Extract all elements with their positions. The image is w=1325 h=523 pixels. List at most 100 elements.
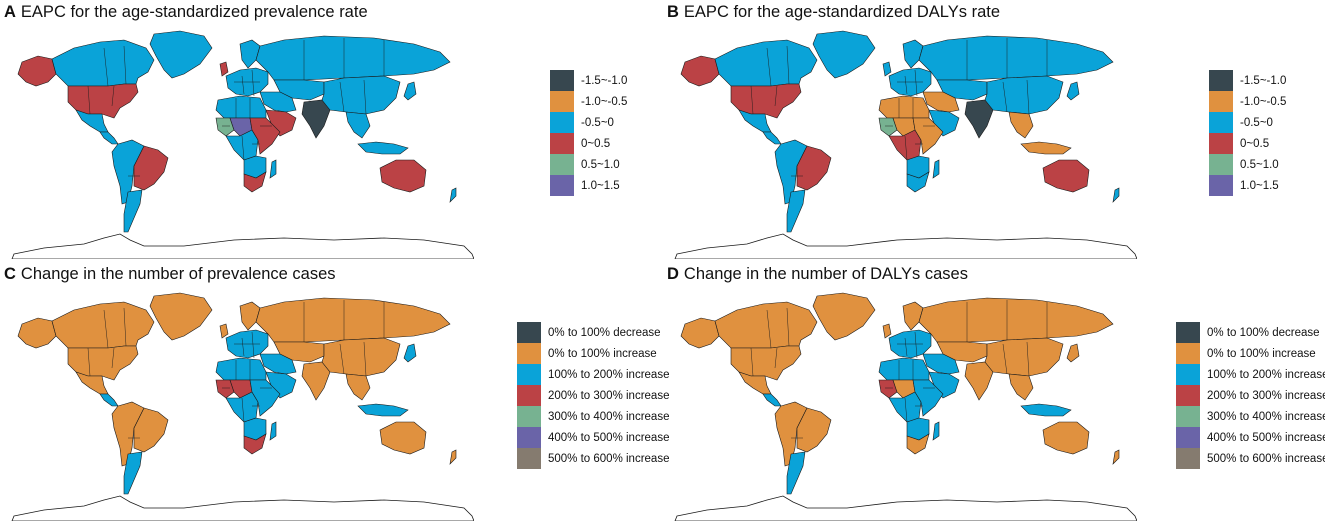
region-china [984,337,1064,377]
panel-b: B EAPC for the age-standardized DALYs rat… [663,0,1325,261]
legend-item: 500% to 600% increase [517,448,669,469]
legend-label: -0.5~0 [581,116,614,129]
region-indonesia [1020,141,1072,155]
legend-swatch [1209,154,1233,175]
legend-label: 0% to 100% increase [1207,347,1316,360]
legend-item: 500% to 600% increase [1176,448,1325,469]
region-indonesia [357,403,409,417]
legend-label: -1.0~-0.5 [1240,95,1287,108]
legend-swatch [1176,427,1200,448]
legend-label: 0% to 100% increase [548,347,657,360]
region-greenland [149,292,213,341]
region-india [964,99,994,139]
region-middle-east [259,91,297,113]
region-southern-cone [123,451,143,495]
legend-label: 500% to 600% increase [1207,452,1325,465]
legend-label: -1.5~-1.0 [1240,74,1287,87]
region-north-africa [215,357,267,381]
region-scandinavia [239,301,261,331]
region-central-africa [888,391,922,423]
region-central-africa [225,129,259,161]
legend-swatch [517,448,541,469]
region-greenland [812,292,876,341]
legend-swatch [550,133,574,154]
legend-swatch [1209,175,1233,196]
legend-label: -0.5~0 [1240,116,1273,129]
region-australia [1042,159,1090,193]
legend-label: 400% to 500% increase [1207,431,1325,444]
legend-item: 0.5~1.0 [1209,154,1286,175]
legend: -1.5~-1.0 -1.0~-0.5 -0.5~0 0~0.5 0.5~1.0 1.0~… [550,70,627,196]
region-central-america [762,131,782,145]
legend-swatch [517,364,541,385]
panel-letter: A [4,3,16,21]
legend-item: 0% to 100% increase [517,343,669,364]
legend-swatch [1209,112,1233,133]
legend: 0% to 100% decrease 0% to 100% increase 10… [1176,322,1325,469]
region-scandinavia [902,39,924,69]
legend: -1.5~-1.0 -1.0~-0.5 -0.5~0 0~0.5 0.5~1.0 1.0~… [1209,70,1286,196]
legend-label: 100% to 200% increase [1207,368,1325,381]
region-south-africa [906,433,930,455]
region-greenland [149,30,213,79]
region-madagascar [932,159,940,179]
region-australia [379,159,427,193]
region-central-africa [888,129,922,161]
region-madagascar [269,421,277,441]
region-central-america [99,131,119,145]
region-china [321,75,401,115]
panel-title-text: EAPC for the age-standardized DALYs rate [683,3,1001,21]
region-china [321,337,401,377]
legend-swatch [1176,322,1200,343]
region-new-zealand [1112,449,1120,465]
region-south-africa [243,433,267,455]
legend-item: -1.0~-0.5 [550,91,627,112]
panel-letter: B [667,3,679,21]
legend-item: 200% to 300% increase [1176,385,1325,406]
world-map [11,30,474,259]
panel-title-text: EAPC for the age-standardized prevalence… [20,3,368,21]
region-se-asia [345,111,371,139]
region-antarctica [674,495,1137,521]
region-indonesia [1020,403,1072,417]
legend-label: 0% to 100% decrease [1207,326,1320,339]
region-japan [1066,343,1080,363]
legend-swatch [1176,448,1200,469]
region-north-africa [878,357,930,381]
legend-swatch [1209,91,1233,112]
country-borders [87,300,385,439]
panel-title-text: Change in the number of DALYs cases [683,265,968,283]
region-madagascar [932,421,940,441]
legend-swatch [1176,406,1200,427]
region-north-africa [215,95,267,119]
panel-title: D Change in the number of DALYs cases [667,265,968,284]
legend-swatch [1176,385,1200,406]
world-map [674,30,1137,259]
legend-swatch [517,406,541,427]
legend-item: 0~0.5 [550,133,627,154]
legend-swatch [1209,133,1233,154]
legend-label: -1.0~-0.5 [581,95,628,108]
legend-swatch [517,385,541,406]
legend-label: 0~0.5 [581,137,611,150]
region-southern-cone [786,189,806,233]
region-russia [918,35,1114,81]
region-canada [51,301,155,349]
country-borders [750,300,1048,439]
panel-letter: C [4,265,16,283]
region-alaska [17,55,57,87]
region-southern-cone [123,189,143,233]
panel-letter: D [667,265,679,283]
region-middle-east [922,353,960,375]
region-scandinavia [902,301,924,331]
country-borders [750,38,1048,177]
legend-label: 1.0~1.5 [1240,179,1279,192]
legend-swatch [550,112,574,133]
legend-item: -1.5~-1.0 [1209,70,1286,91]
country-borders [87,38,385,177]
legend-item: -1.0~-0.5 [1209,91,1286,112]
legend-item: 400% to 500% increase [1176,427,1325,448]
region-east-africa [912,117,944,155]
region-west-africa [215,379,235,399]
legend-swatch [517,343,541,364]
